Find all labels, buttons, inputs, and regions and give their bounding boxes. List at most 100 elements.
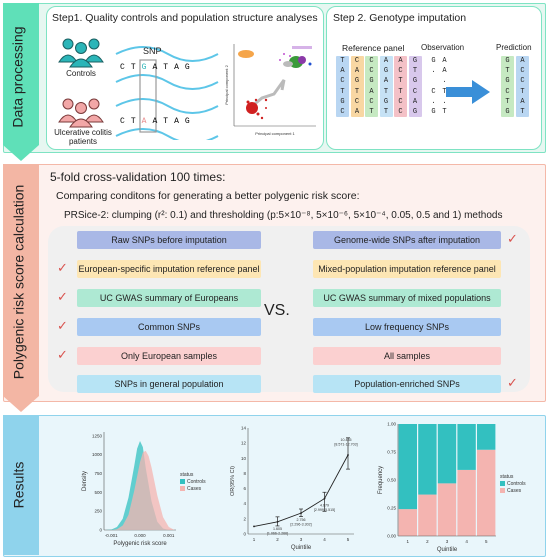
x-tick-label: 3 xyxy=(300,537,303,542)
bar-segment-cases xyxy=(398,509,417,536)
x-axis-title: Polygenic risk score xyxy=(113,541,167,547)
checkmark-icon: ✓ xyxy=(57,348,68,363)
base-letter: C xyxy=(354,97,360,106)
vs-label: VS. xyxy=(264,302,290,319)
base-letter: C xyxy=(520,77,525,86)
controls-people-icon xyxy=(58,38,104,68)
base-letter: A xyxy=(369,87,374,96)
prs-label-box: Polygenic risk score calculation xyxy=(0,164,36,400)
legend-label: Cases xyxy=(507,488,522,494)
x-tick-label: -0.001 xyxy=(105,533,118,538)
legend-swatch xyxy=(180,486,185,491)
x-tick-label: 1 xyxy=(253,537,256,542)
base-letter: C xyxy=(398,107,403,116)
y-axis-title: OR(95% CI) xyxy=(230,466,236,496)
results-chevron xyxy=(3,415,39,555)
y-tick-label: 0 xyxy=(99,528,102,533)
base-letter: T xyxy=(442,87,447,96)
or-point xyxy=(253,525,255,528)
base-letter: A xyxy=(398,57,403,66)
x-tick-label: 0.001 xyxy=(163,533,175,538)
base-letter: G xyxy=(431,57,436,66)
x-tick-label: 0.000 xyxy=(134,533,146,538)
legend-label: Controls xyxy=(507,481,526,487)
base-letter: G xyxy=(505,77,510,86)
y-tick-label: 0.75 xyxy=(387,450,396,455)
checkmark-icon: ✓ xyxy=(57,290,68,305)
y-tick-label: 10 xyxy=(241,456,247,461)
base-letter: C xyxy=(412,87,418,96)
base-letter: G xyxy=(383,97,389,106)
y-tick-label: 12 xyxy=(241,441,247,446)
x-axis-title: Quintile xyxy=(437,547,458,553)
x-tick-label: 5 xyxy=(347,537,350,542)
legend-label: Cases xyxy=(187,486,202,492)
prs-chevron xyxy=(3,164,39,412)
y-tick-label: 1000 xyxy=(92,452,103,457)
data-label: 4.679 xyxy=(320,504,329,508)
y-tick-label: 0.25 xyxy=(387,506,396,511)
base-letter: T xyxy=(369,107,374,116)
left-option: UC GWAS summary of Europeans xyxy=(77,289,261,307)
seq-top-base: T xyxy=(130,63,136,72)
y-tick-label: 750 xyxy=(94,471,102,476)
or-point xyxy=(300,512,302,515)
right-option: Population-enriched SNPs xyxy=(313,375,501,393)
frequency-bar-chart: 1 2 3 4 5 0.00 0.25 0.50 0.75 1.00 Quintile Frequen… xyxy=(378,422,526,554)
x-tick-label: 4 xyxy=(323,537,326,542)
base-letter: T xyxy=(398,87,403,96)
legend-swatch xyxy=(500,481,505,486)
data-label: [2.999-5.515] xyxy=(314,508,335,512)
base-letter: T xyxy=(383,107,389,116)
base-letter: C xyxy=(340,107,345,116)
base-letter: A xyxy=(520,97,525,106)
right-option: Low frequency SNPs xyxy=(313,318,501,336)
legend-swatch xyxy=(180,479,185,484)
pca-xlabel: Principal component 1 xyxy=(255,131,295,136)
right-option: UC GWAS summary of mixed populations xyxy=(313,289,501,307)
base-letter: A xyxy=(520,57,525,66)
arrow-right-icon xyxy=(446,80,490,104)
right-option: All samples xyxy=(313,347,501,365)
bar-segment-controls xyxy=(398,424,417,510)
base-letter: A xyxy=(340,67,345,76)
prs-line3: PRSice-2: clumping (r²: 0.1) and thresho… xyxy=(64,210,503,221)
base-letter: T xyxy=(520,87,525,96)
seq-top-snp: G xyxy=(141,63,147,72)
y-tick-label: 250 xyxy=(94,509,102,514)
base-letter: C xyxy=(354,57,360,66)
base-letter: C xyxy=(398,67,403,76)
base-letter: G xyxy=(383,67,389,76)
checkmark-icon: ✓ xyxy=(57,261,68,276)
base-letter: T xyxy=(520,107,525,116)
base-letter: G xyxy=(412,57,418,66)
bar-segment-cases xyxy=(418,494,437,536)
prs-line1: 5-fold cross-validation 100 times: xyxy=(50,170,226,184)
data-processing-label-box: Data processing xyxy=(0,3,36,151)
base-letter: G xyxy=(354,77,360,86)
bar-segment-cases xyxy=(457,469,476,536)
bar-segment-cases xyxy=(477,449,496,536)
density-chart: 0 250 500 750 1000 1250 -0.001 0.000 0.001 Polyge… xyxy=(82,432,206,547)
seq-top-base: A xyxy=(174,63,179,72)
or-point xyxy=(347,454,349,456)
base-letter: T xyxy=(340,87,345,96)
base-letter: T xyxy=(340,57,345,66)
base-letter: T xyxy=(354,87,360,96)
base-letter: T xyxy=(412,67,418,76)
left-option: SNPs in general population xyxy=(77,375,261,393)
checkmark-icon: ✓ xyxy=(507,232,518,247)
legend-title: status xyxy=(500,474,514,480)
observation-label: Observation xyxy=(421,43,465,52)
or-point xyxy=(276,520,279,523)
base-letter: . xyxy=(442,97,447,106)
data-label: 2.756 xyxy=(297,518,306,522)
base-letter: G xyxy=(412,107,418,116)
patients-label-line2: patients xyxy=(68,137,98,146)
bar-segment-controls xyxy=(457,424,476,470)
